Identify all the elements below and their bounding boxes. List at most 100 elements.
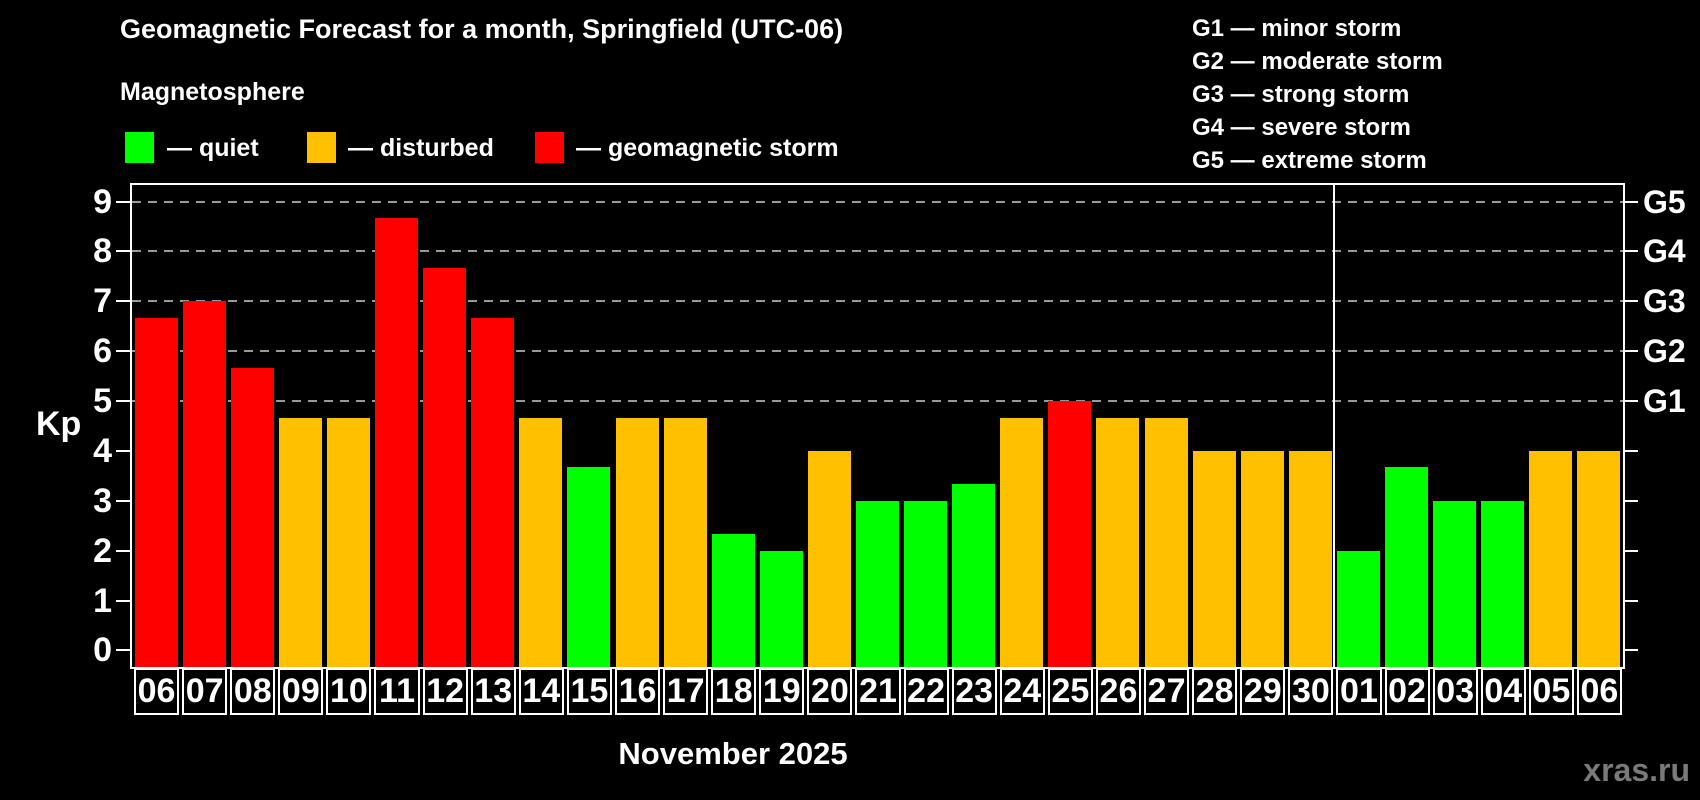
- x-tick-cell-14: 14: [518, 668, 564, 715]
- y-tick-left-7: [116, 300, 131, 303]
- bar-06: [134, 317, 178, 667]
- y-tick-left-2: [116, 549, 131, 552]
- gridline-8: [132, 250, 1623, 253]
- bar-20: [807, 450, 851, 667]
- y-tick-right-7: [1623, 300, 1638, 303]
- y-tick-left-1: [116, 599, 131, 602]
- x-tick-cell-22: 22: [903, 668, 949, 715]
- bar-30: [1288, 450, 1332, 667]
- chart-subtitle: Magnetosphere: [120, 78, 305, 106]
- y-tick-right-3: [1623, 499, 1638, 502]
- y-tick-label-4: 4: [93, 431, 112, 470]
- x-tick-cell-12: 12: [422, 668, 468, 715]
- x-tick-cell-08: 08: [230, 668, 276, 715]
- bar-24: [1000, 417, 1044, 667]
- bar-26: [1096, 417, 1140, 667]
- y-tick-label-8: 8: [93, 232, 112, 271]
- y-tick-right-5: [1623, 400, 1638, 403]
- y-tick-label-6: 6: [93, 332, 112, 371]
- bar-15: [567, 467, 611, 667]
- bar-17: [663, 417, 707, 667]
- bar-18: [711, 534, 755, 667]
- y-tick-left-0: [116, 649, 131, 652]
- legend-label-quiet: — quiet: [167, 134, 259, 162]
- gridline-7: [132, 300, 1623, 303]
- bar-03: [1433, 500, 1477, 667]
- x-tick-cell-27: 27: [1144, 668, 1190, 715]
- x-tick-cell-20: 20: [807, 668, 853, 715]
- x-tick-cell-07: 07: [182, 668, 228, 715]
- x-tick-cell-16: 16: [614, 668, 661, 715]
- right-axis-label-g2: G2: [1643, 333, 1686, 370]
- y-tick-label-9: 9: [93, 182, 112, 221]
- y-tick-right-0: [1623, 649, 1638, 652]
- y-tick-label-1: 1: [93, 581, 112, 620]
- x-tick-cell-18: 18: [711, 668, 757, 715]
- y-tick-left-5: [116, 400, 131, 403]
- bar-19: [759, 550, 803, 667]
- bar-07: [182, 301, 226, 667]
- bar-23: [952, 484, 996, 667]
- watermark: xras.ru: [1583, 752, 1690, 788]
- legend-swatch-disturbed: [307, 132, 336, 163]
- bar-08: [230, 367, 274, 667]
- bar-02: [1385, 467, 1429, 667]
- bar-04: [1481, 500, 1525, 667]
- x-tick-cell-01: 01: [1336, 668, 1382, 715]
- y-tick-left-3: [116, 499, 131, 502]
- y-tick-left-8: [116, 250, 131, 253]
- x-tick-cell-03: 03: [1432, 668, 1478, 715]
- g-legend-line-g1: G1 — minor storm: [1192, 15, 1402, 42]
- bar-22: [904, 500, 948, 667]
- legend-label-disturbed: — disturbed: [348, 134, 494, 162]
- gridline-9: [132, 200, 1623, 203]
- g-scale-legend: G1 — minor storm G2 — moderate storm G3 …: [1192, 12, 1443, 177]
- x-tick-cell-30: 30: [1288, 668, 1334, 715]
- month-separator: [1333, 185, 1336, 667]
- bar-29: [1240, 450, 1284, 667]
- x-axis-title: November 2025: [618, 736, 848, 771]
- gridline-5: [132, 400, 1623, 403]
- y-tick-label-0: 0: [93, 631, 112, 670]
- g-legend-line-g3: G3 — strong storm: [1192, 81, 1410, 108]
- x-tick-cell-13: 13: [470, 668, 516, 715]
- bar-12: [423, 267, 467, 667]
- right-axis-label-g5: G5: [1643, 183, 1686, 220]
- x-tick-cell-25: 25: [1047, 668, 1093, 715]
- y-tick-right-8: [1623, 250, 1638, 253]
- bar-16: [615, 417, 659, 667]
- bar-25: [1048, 401, 1092, 667]
- y-tick-left-4: [116, 449, 131, 452]
- y-tick-right-6: [1623, 350, 1638, 353]
- x-tick-cell-15: 15: [566, 668, 612, 715]
- x-tick-cell-10: 10: [326, 668, 372, 715]
- legend-label-storm: — geomagnetic storm: [576, 134, 839, 162]
- g-legend-line-g5: G5 — extreme storm: [1192, 147, 1427, 174]
- right-axis-label-g3: G3: [1643, 283, 1686, 320]
- bar-10: [326, 417, 370, 667]
- right-axis-label-g1: G1: [1643, 383, 1686, 420]
- legend-swatch-quiet: [125, 132, 154, 163]
- y-tick-right-2: [1623, 549, 1638, 552]
- x-tick-cell-05: 05: [1528, 668, 1574, 715]
- plot-area: [132, 185, 1623, 667]
- y-tick-label-2: 2: [93, 531, 112, 570]
- x-tick-cell-21: 21: [855, 668, 901, 715]
- x-tick-cell-17: 17: [663, 668, 709, 715]
- y-tick-right-9: [1623, 200, 1638, 203]
- page-title: Geomagnetic Forecast for a month, Spring…: [120, 14, 844, 44]
- bar-27: [1144, 417, 1188, 667]
- bar-21: [856, 500, 899, 667]
- x-tick-cell-28: 28: [1192, 668, 1238, 715]
- bar-14: [519, 417, 563, 667]
- x-tick-cell-29: 29: [1240, 668, 1286, 715]
- bar-28: [1192, 450, 1236, 667]
- bar-01: [1336, 550, 1380, 667]
- x-tick-cell-06: 06: [134, 668, 180, 715]
- bar-06: [1577, 450, 1621, 667]
- g-legend-line-g2: G2 — moderate storm: [1192, 48, 1443, 75]
- bar-09: [278, 417, 322, 667]
- y-tick-left-9: [116, 200, 131, 203]
- y-tick-label-3: 3: [93, 481, 112, 520]
